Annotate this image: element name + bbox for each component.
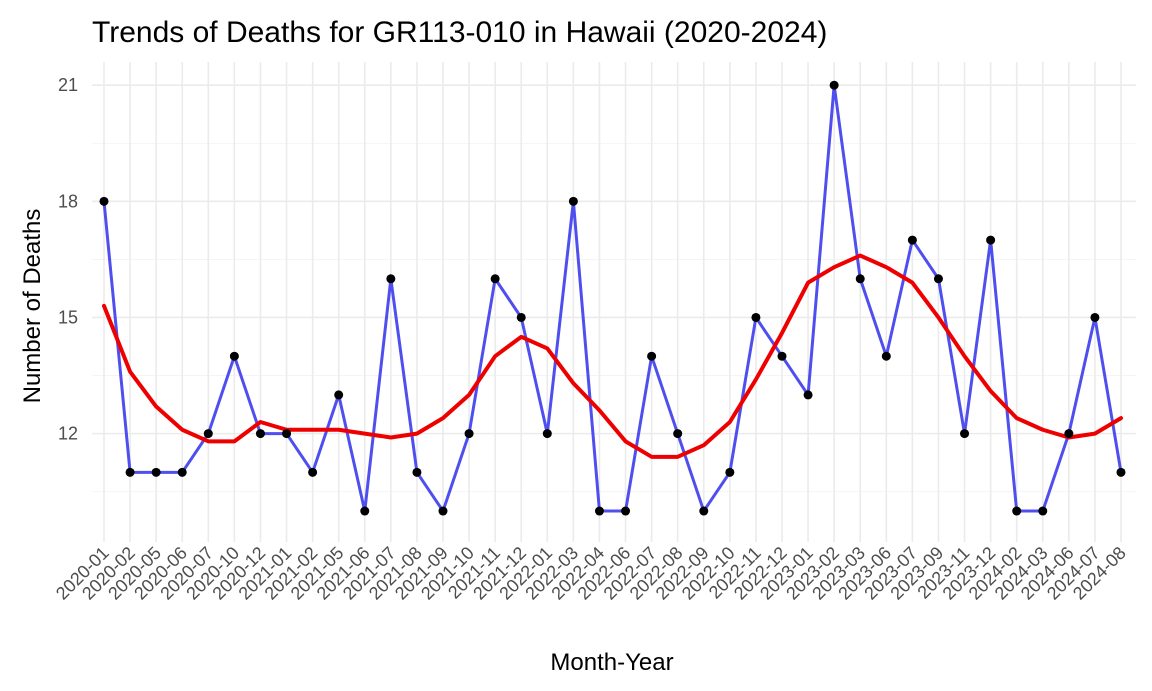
data-point [960, 429, 970, 439]
smoothed-trend-line [102, 253, 1123, 459]
data-point [933, 274, 943, 284]
data-point [177, 467, 187, 477]
data-point [699, 506, 709, 516]
data-point [438, 506, 448, 516]
data-point [594, 506, 604, 516]
y-tick-label: 18 [58, 191, 78, 211]
chart-title: Trends of Deaths for GR113-010 in Hawaii… [92, 16, 827, 49]
data-points [99, 80, 1126, 516]
data-point [777, 351, 787, 361]
y-axis-title: Number of Deaths [19, 209, 46, 404]
y-axis-ticks: 12 15 18 21 [58, 75, 78, 443]
data-point [334, 390, 344, 400]
data-point [542, 429, 552, 439]
data-point [282, 429, 292, 439]
data-point [125, 467, 135, 477]
data-point [1064, 429, 1074, 439]
data-point [855, 274, 865, 284]
data-point [829, 80, 839, 90]
data-point [881, 351, 891, 361]
data-point [751, 312, 761, 322]
data-point [986, 235, 996, 245]
data-point [1090, 312, 1100, 322]
data-point [464, 429, 474, 439]
data-point [490, 274, 500, 284]
data-point [386, 274, 396, 284]
y-tick-label: 21 [58, 75, 78, 95]
x-axis-title: Month-Year [550, 649, 673, 676]
data-point [99, 196, 109, 206]
data-point [516, 312, 526, 322]
observed-deaths-line [102, 83, 1123, 513]
data-point [725, 467, 735, 477]
y-tick-label: 15 [58, 307, 78, 327]
data-point [308, 467, 318, 477]
data-point [621, 506, 631, 516]
series-lines [102, 83, 1123, 513]
data-point [907, 235, 917, 245]
minor-gridlines [92, 142, 1136, 493]
data-point [151, 467, 161, 477]
data-point [803, 390, 813, 400]
data-point [647, 351, 657, 361]
data-point [673, 429, 683, 439]
data-point [229, 351, 239, 361]
data-point [203, 429, 213, 439]
major-gridlines [92, 62, 1136, 542]
x-axis-ticks: 2020-012020-022020-052020-062020-072020-… [52, 543, 1130, 604]
data-point [1012, 506, 1022, 516]
data-point [1116, 467, 1126, 477]
data-point [412, 467, 422, 477]
data-point [360, 506, 370, 516]
data-point [1038, 506, 1048, 516]
y-tick-label: 12 [58, 424, 78, 444]
data-point [568, 196, 578, 206]
data-point [255, 429, 265, 439]
